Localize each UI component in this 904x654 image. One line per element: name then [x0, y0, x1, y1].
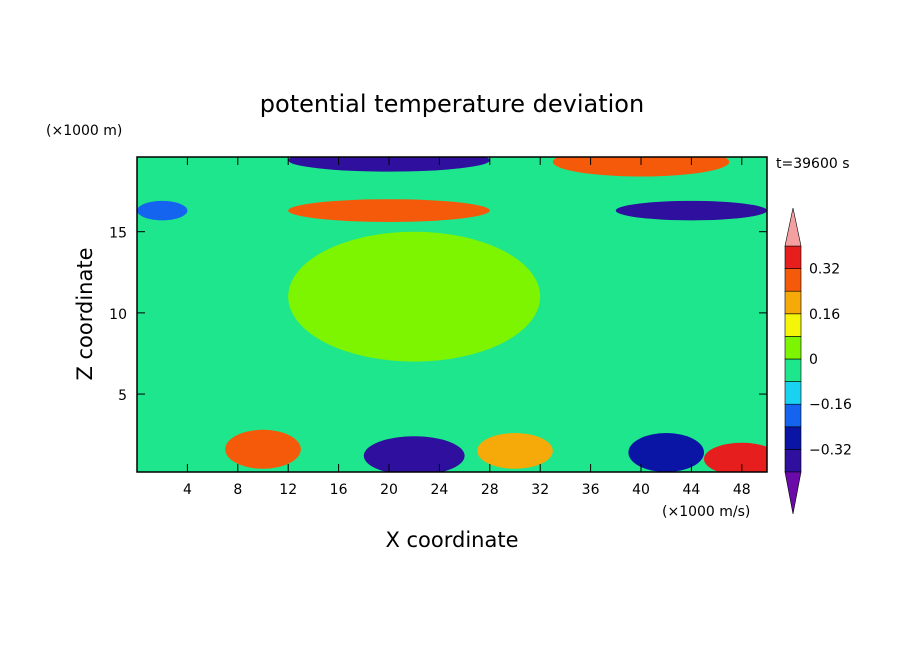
x-tick-label: 40: [632, 482, 650, 498]
field-feature-5: [288, 231, 541, 362]
colorbar-band: [784, 268, 802, 292]
field-feature-7: [363, 436, 465, 472]
colorbar-band: [784, 426, 802, 450]
colorbar-tick-label: 0.16: [809, 307, 840, 323]
colorbar-band: [784, 403, 802, 428]
colorbar-band: [784, 290, 802, 315]
colorbar-extend-top: [784, 207, 802, 247]
colorbar-band: [784, 358, 802, 382]
x-axis-label: X coordinate: [385, 528, 518, 552]
x-tick-label: 48: [733, 482, 751, 498]
y-tick-label: 15: [109, 226, 127, 242]
x-tick-label: 36: [582, 482, 600, 498]
colorbar-band: [784, 449, 802, 473]
x-units-label: (×1000 m/s): [662, 504, 750, 520]
field-feature-10: [704, 442, 767, 472]
colorbar-band: [784, 313, 802, 337]
x-tick-label: 32: [531, 482, 549, 498]
x-tick-label: 20: [380, 482, 398, 498]
colorbar-extend-bottom: [784, 471, 802, 515]
colorbar-tick-label: 0.32: [809, 262, 840, 278]
colorbar-band: [784, 381, 802, 405]
field-feature-4: [137, 200, 188, 221]
field-feature-1: [552, 157, 730, 177]
y-tick-label: 10: [109, 307, 127, 323]
x-tick-label: 8: [233, 482, 242, 498]
x-tick-label: 44: [682, 482, 700, 498]
colorbar-tick-label: 0: [809, 352, 818, 368]
field-feature-2: [288, 199, 490, 222]
time-label: t=39600 s: [776, 156, 850, 172]
x-tick-label: 16: [330, 482, 348, 498]
chart-title: potential temperature deviation: [260, 90, 644, 118]
y-axis-label: Z coordinate: [73, 247, 97, 380]
x-tick-label: 12: [279, 482, 297, 498]
plot-frame: [136, 156, 768, 473]
field-feature-3: [615, 200, 767, 221]
colorbar-band: [784, 336, 802, 360]
y-units-label: (×1000 m): [46, 123, 122, 139]
colorbar-tick-label: −0.32: [809, 442, 852, 458]
field-feature-6: [225, 429, 301, 469]
x-tick-label: 24: [430, 482, 448, 498]
y-tick-label: 5: [118, 388, 127, 404]
field-feature-8: [477, 433, 553, 469]
field-feature-9: [628, 433, 704, 472]
colorbar-band: [784, 245, 802, 269]
x-tick-label: 28: [481, 482, 499, 498]
x-tick-label: 4: [183, 482, 192, 498]
colorbar-tick-label: −0.16: [809, 397, 852, 413]
colorbar: 0.32 0.16 0 −0.16 −0.32: [784, 207, 852, 515]
